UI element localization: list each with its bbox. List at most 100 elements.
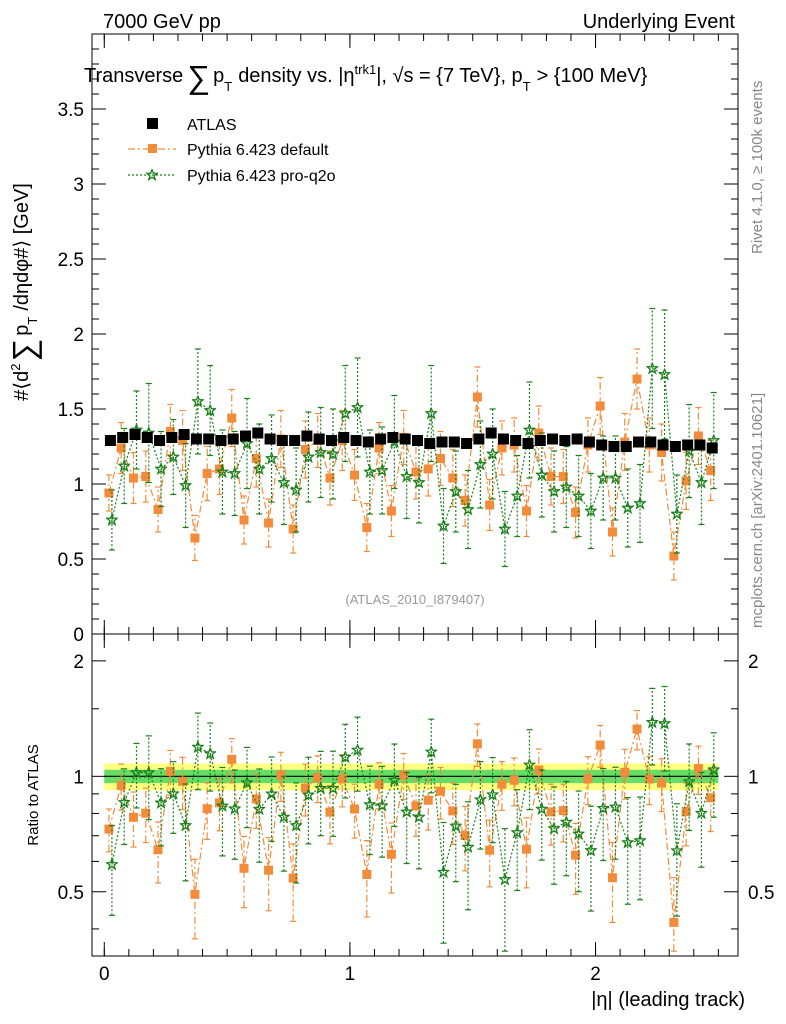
proq2o-main-point [621, 502, 634, 514]
default-ratio-point [436, 786, 446, 796]
chart-title: Transverse ∑ pT density vs. |ηtrk1|, √s = {… [84, 59, 648, 95]
ratio-y-tick-label: 0.5 [58, 883, 84, 904]
default-ratio-point [607, 873, 617, 883]
default-ratio-point [313, 773, 323, 783]
ratio-y-tick-label-right: 2 [748, 652, 759, 673]
default-ratio-point [386, 849, 396, 859]
default-ratio-point [411, 801, 421, 811]
default-ratio-point [706, 793, 716, 803]
legend-proq2o-label: Pythia 6.423 pro-q2o [187, 168, 336, 185]
default-ratio-point [276, 770, 286, 780]
atlas-point [166, 432, 178, 443]
default-ratio-point [141, 808, 151, 818]
default-ratio-point [509, 775, 519, 785]
default-ratio-point [546, 807, 556, 817]
atlas-point [682, 439, 694, 451]
atlas-point [571, 433, 583, 445]
default-main-point [288, 524, 298, 534]
main-axis-ticks [92, 33, 738, 635]
default-main-point [595, 401, 605, 411]
atlas-point [387, 432, 399, 443]
default-ratio-line [108, 726, 712, 923]
atlas-point [129, 429, 141, 440]
series-default-ratio [104, 709, 716, 952]
atlas-point [399, 433, 411, 445]
default-ratio-point [644, 774, 654, 784]
main-y-tick-label: 0.5 [58, 550, 84, 571]
default-ratio-point [460, 831, 470, 841]
atlas-point [473, 433, 485, 445]
ratio-y-axis-label: Ratio to ATLAS [25, 744, 42, 845]
atlas-point [510, 435, 522, 446]
default-ratio-point [374, 779, 384, 789]
proq2o-ratio-point [634, 834, 646, 846]
atlas-point [411, 435, 423, 446]
default-ratio-point [558, 806, 568, 816]
atlas-point [645, 436, 657, 448]
main-y-tick-label: 2 [73, 325, 84, 346]
atlas-point [375, 433, 387, 445]
proq2o-ratio-point [118, 796, 131, 808]
default-main-point [300, 445, 310, 454]
default-main-point [214, 464, 224, 474]
atlas-point [313, 433, 325, 445]
default-main-point [423, 464, 433, 474]
header-left: 7000 GeV pp [103, 11, 221, 33]
default-ratio-point [681, 807, 691, 817]
default-main-point [632, 374, 642, 384]
rivet-label: Rivet 4.1.0, ≥ 100k events [749, 81, 766, 254]
ratio-axis-ticks [92, 634, 738, 956]
default-main-point [165, 427, 175, 436]
default-main-point [239, 515, 249, 525]
default-main-point [141, 472, 151, 481]
default-main-point [411, 467, 421, 477]
atlas-point [608, 441, 620, 452]
atlas-point [276, 435, 288, 446]
default-ratio-point [423, 795, 433, 805]
header-right: Underlying Event [583, 11, 736, 33]
atlas-point [559, 435, 571, 446]
default-main-point [374, 443, 384, 453]
default-ratio-point [264, 865, 274, 875]
atlas-point [178, 429, 190, 440]
series-proq2o-ratio [106, 685, 720, 952]
atlas-point [190, 433, 202, 445]
default-main-point [460, 496, 470, 505]
atlas-point [633, 436, 645, 448]
default-main-point [104, 488, 114, 498]
atlas-point [461, 438, 473, 449]
default-main-point [521, 506, 531, 516]
default-main-point [116, 443, 126, 453]
ratio-y-tick-label: 1 [73, 767, 84, 788]
proq2o-main-point [400, 470, 413, 482]
atlas-point [657, 439, 669, 451]
proq2o-main-point [535, 469, 548, 481]
series-default-main [104, 348, 716, 581]
default-ratio-point [485, 845, 495, 855]
default-ratio-point [227, 754, 237, 764]
proq2o-ratio-point [363, 798, 376, 810]
default-main-point [706, 466, 716, 475]
default-ratio-point [325, 807, 335, 817]
analysis-watermark: (ATLAS_2010_I879407) [345, 592, 484, 607]
default-ratio-point [583, 774, 593, 784]
default-main-point [558, 472, 568, 481]
default-main-point [202, 469, 212, 478]
atlas-point [436, 436, 448, 448]
atlas-point [104, 435, 116, 446]
atlas-point [203, 433, 215, 445]
atlas-point [485, 427, 497, 439]
legend-default-marker [148, 144, 157, 153]
proq2o-main-point [597, 472, 610, 484]
default-main-point [448, 473, 458, 483]
atlas-point [583, 436, 595, 448]
default-ratio-point [362, 869, 372, 879]
default-ratio-point [288, 873, 298, 883]
default-ratio-point [190, 889, 200, 899]
ratio-y-tick-label-right: 0.5 [748, 883, 774, 904]
default-main-line [108, 378, 712, 557]
atlas-point [547, 433, 559, 445]
atlas-point [227, 433, 239, 445]
atlas-point [252, 427, 264, 439]
